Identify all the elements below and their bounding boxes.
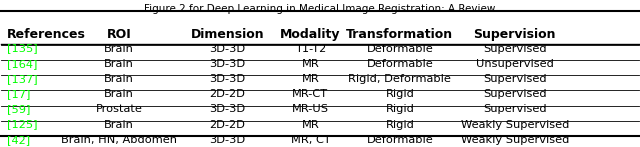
Text: Brain: Brain: [104, 89, 134, 99]
Text: 3D-3D: 3D-3D: [209, 59, 246, 69]
Text: Brain, HN, Abdomen: Brain, HN, Abdomen: [61, 135, 177, 145]
Text: Deformable: Deformable: [367, 135, 433, 145]
Text: Brain: Brain: [104, 120, 134, 130]
Text: 2D-2D: 2D-2D: [209, 120, 245, 130]
Text: MR: MR: [301, 120, 319, 130]
Text: 2D-2D: 2D-2D: [209, 89, 245, 99]
Text: Brain: Brain: [104, 74, 134, 84]
Text: [17]: [17]: [7, 89, 31, 99]
Text: Figure 2 for Deep Learning in Medical Image Registration: A Review: Figure 2 for Deep Learning in Medical Im…: [144, 4, 496, 14]
Text: Supervised: Supervised: [483, 104, 547, 114]
Text: 3D-3D: 3D-3D: [209, 44, 246, 54]
Text: Prostate: Prostate: [95, 104, 142, 114]
Text: Supervised: Supervised: [483, 89, 547, 99]
Text: Brain: Brain: [104, 44, 134, 54]
Text: MR-CT: MR-CT: [292, 89, 328, 99]
Text: Supervision: Supervision: [474, 28, 556, 41]
Text: [135]: [135]: [7, 44, 38, 54]
Text: Rigid: Rigid: [385, 104, 414, 114]
Text: Unsupervised: Unsupervised: [476, 59, 554, 69]
Text: Supervised: Supervised: [483, 74, 547, 84]
Text: Deformable: Deformable: [367, 44, 433, 54]
Text: [125]: [125]: [7, 120, 38, 130]
Text: MR-US: MR-US: [292, 104, 329, 114]
Text: Weakly Supervised: Weakly Supervised: [461, 135, 569, 145]
Text: Weakly Supervised: Weakly Supervised: [461, 120, 569, 130]
Text: References: References: [7, 28, 86, 41]
Text: Rigid: Rigid: [385, 120, 414, 130]
Text: [59]: [59]: [7, 104, 31, 114]
Text: 3D-3D: 3D-3D: [209, 74, 246, 84]
Text: [42]: [42]: [7, 135, 30, 145]
Text: MR: MR: [301, 74, 319, 84]
Text: Modality: Modality: [280, 28, 340, 41]
Text: Dimension: Dimension: [191, 28, 264, 41]
Text: [164]: [164]: [7, 59, 38, 69]
Text: Deformable: Deformable: [367, 59, 433, 69]
Text: Rigid, Deformable: Rigid, Deformable: [348, 74, 451, 84]
Text: Rigid: Rigid: [385, 89, 414, 99]
Text: MR, CT: MR, CT: [291, 135, 330, 145]
Text: ROI: ROI: [106, 28, 131, 41]
Text: MR: MR: [301, 59, 319, 69]
Text: Brain: Brain: [104, 59, 134, 69]
Text: 3D-3D: 3D-3D: [209, 135, 246, 145]
Text: T1-T2: T1-T2: [295, 44, 326, 54]
Text: 3D-3D: 3D-3D: [209, 104, 246, 114]
Text: Transformation: Transformation: [346, 28, 453, 41]
Text: Supervised: Supervised: [483, 44, 547, 54]
Text: [137]: [137]: [7, 74, 38, 84]
